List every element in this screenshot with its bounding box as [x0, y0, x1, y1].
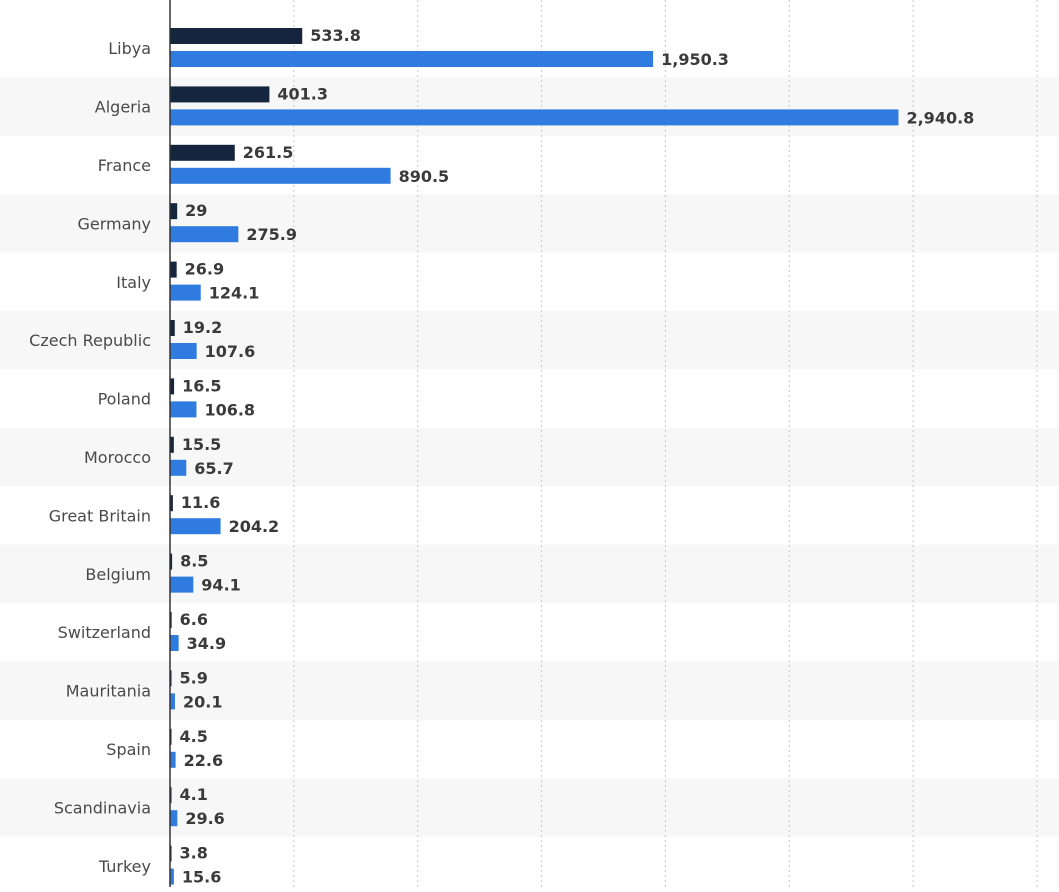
data-label: 124.1: [209, 284, 260, 303]
category-label: France: [98, 156, 151, 175]
data-label: 204.2: [229, 517, 280, 536]
data-label: 4.5: [180, 727, 208, 746]
data-label: 34.9: [187, 634, 226, 653]
bar-series-2: [170, 51, 654, 67]
bar-series-2: [170, 401, 197, 418]
category-label: Great Britain: [49, 506, 151, 525]
category-label: Morocco: [84, 448, 151, 467]
category-label: Germany: [77, 214, 151, 233]
data-label: 19.2: [183, 318, 222, 337]
category-label: Belgium: [85, 565, 151, 584]
bar-series-2: [170, 226, 239, 243]
bars: [170, 28, 899, 885]
data-label: 2,940.8: [906, 108, 974, 127]
category-label: Algeria: [95, 98, 151, 117]
category-label: Turkey: [98, 857, 151, 876]
data-label: 533.8: [310, 26, 361, 45]
bar-series-1: [170, 495, 173, 512]
row-band: [0, 778, 1059, 837]
data-label: 8.5: [180, 552, 208, 571]
data-label: 1,950.3: [661, 50, 729, 69]
data-label: 29.6: [185, 809, 224, 828]
category-label: Spain: [106, 740, 151, 759]
data-label: 20.1: [183, 692, 222, 711]
bar-series-2: [170, 109, 899, 126]
bar-series-2: [170, 518, 221, 535]
data-label: 65.7: [194, 459, 233, 478]
category-label: Switzerland: [58, 623, 151, 642]
data-label: 16.5: [182, 376, 221, 395]
bar-series-2: [170, 284, 201, 301]
data-label: 94.1: [201, 576, 240, 595]
bar-series-1: [170, 86, 270, 103]
row-band: [0, 427, 1059, 487]
row-band: [0, 77, 1059, 136]
bar-series-1: [170, 261, 177, 278]
category-labels: Libya Algeria France Germany Italy Czech Repu…: [29, 39, 151, 876]
bar-series-1: [170, 553, 173, 570]
bar-series-1: [170, 378, 175, 395]
data-label: 5.9: [180, 668, 208, 687]
row-bands: [0, 77, 1059, 837]
data-label: 26.9: [185, 260, 224, 279]
bar-series-2: [170, 693, 175, 710]
bar-series-1: [170, 612, 172, 628]
data-label: 6.6: [180, 610, 208, 629]
data-label: 22.6: [184, 751, 223, 770]
bar-series-1: [170, 28, 303, 44]
row-band: [0, 194, 1059, 253]
bar-series-2: [170, 635, 179, 651]
data-label: 29: [185, 201, 207, 220]
data-label: 107.6: [205, 342, 256, 361]
row-band: [0, 661, 1059, 720]
data-label: 15.6: [182, 868, 221, 887]
bar-series-2: [170, 343, 197, 359]
bar-series-2: [170, 459, 187, 476]
bar-series-1: [170, 436, 174, 453]
bar-series-1: [170, 320, 175, 336]
category-label: Czech Republic: [29, 331, 151, 350]
data-label: 275.9: [246, 225, 297, 244]
row-band: [0, 544, 1059, 603]
category-label: Scandinavia: [54, 798, 151, 817]
bar-series-1: [170, 144, 235, 161]
data-label: 15.5: [182, 435, 221, 454]
data-label: 106.8: [204, 400, 255, 419]
row-band: [0, 311, 1059, 370]
category-label: Italy: [116, 273, 151, 292]
category-label: Mauritania: [66, 682, 151, 701]
bar-series-2: [170, 751, 176, 768]
bar-series-2: [170, 810, 178, 827]
data-label: 261.5: [243, 143, 294, 162]
category-label: Libya: [108, 39, 151, 58]
bar-series-2: [170, 868, 174, 885]
value-labels: 533.8 1,950.3 401.3 2,940.8 261.5 890.5 29 275.…: [180, 26, 975, 887]
bar-series-2: [170, 576, 194, 593]
data-label: 3.8: [180, 844, 208, 863]
data-label: 4.1: [180, 785, 208, 804]
bar-series-1: [170, 203, 178, 220]
category-label: Poland: [98, 390, 151, 409]
data-label: 401.3: [277, 84, 328, 103]
bar-series-2: [170, 167, 391, 184]
data-label: 890.5: [399, 167, 450, 186]
data-label: 11.6: [181, 493, 220, 512]
